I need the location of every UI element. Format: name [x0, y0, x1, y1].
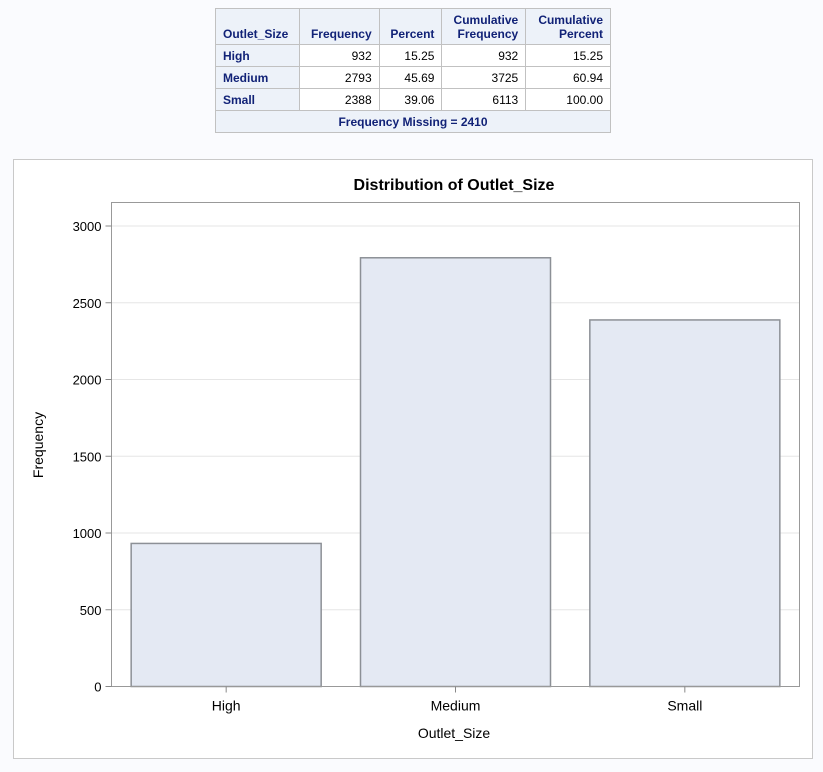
y-tick-label: 2000: [73, 373, 102, 388]
header-text-line-2: Percent: [558, 27, 603, 41]
header-text: Outlet_Size: [223, 27, 289, 41]
bars: [130, 257, 781, 688]
x-tick-label: Small: [667, 698, 702, 714]
header-cumulative-percent: Cumulative Percent: [525, 8, 611, 45]
row-label: Small: [215, 88, 300, 111]
axis-ticks: 0 500 1000 1500 2000 2500 3000 High Medium Small: [73, 219, 703, 714]
row-label: High: [215, 44, 300, 67]
header-percent: Percent: [378, 8, 443, 45]
table-row: High 932 15.25 932 15.25: [215, 44, 611, 67]
frequency-table: Outlet_Size Frequency Percent Cumulative…: [215, 8, 611, 133]
cell-percent: 39.06: [378, 88, 443, 111]
header-text-line-2: Frequency: [457, 27, 519, 41]
cell-percent: 45.69: [378, 66, 443, 89]
header-text-line-1: Cumulative: [453, 13, 519, 27]
table-row: Small 2388 39.06 6113 100.00: [215, 88, 611, 111]
cell-frequency: 2388: [298, 88, 380, 111]
cell-cumulative-frequency: 932: [441, 44, 527, 67]
table-row: Medium 2793 45.69 3725 60.94: [215, 66, 611, 89]
y-tick-label: 3000: [73, 219, 102, 234]
chart-panel: Distribution of Outlet_Size Frequency Ou…: [13, 159, 813, 759]
cell-cumulative-percent: 60.94: [525, 66, 611, 89]
header-text-line-1: Cumulative: [538, 13, 603, 27]
cell-percent: 15.25: [378, 44, 443, 67]
cell-cumulative-frequency: 6113: [441, 88, 527, 111]
x-tick-label: High: [212, 698, 241, 714]
table-header-row: Outlet_Size Frequency Percent Cumulative…: [215, 8, 611, 45]
cell-frequency: 2793: [298, 66, 380, 89]
y-axis-label: Frequency: [30, 412, 46, 478]
bar-small: [589, 319, 781, 688]
bar-chart: Distribution of Outlet_Size Frequency Ou…: [30, 177, 800, 741]
header-outlet-size: Outlet_Size: [215, 8, 300, 45]
row-label: Medium: [215, 66, 300, 89]
y-tick-label: 1000: [73, 526, 102, 541]
header-cumulative-frequency: Cumulative Frequency: [441, 8, 527, 45]
cell-frequency: 932: [298, 44, 380, 67]
cell-cumulative-percent: 100.00: [525, 88, 611, 111]
y-tick-label: 2500: [73, 296, 102, 311]
bar-high: [130, 542, 322, 688]
x-axis-label: Outlet_Size: [418, 725, 491, 741]
frequency-missing-note: Frequency Missing = 2410: [215, 110, 611, 133]
chart-title: Distribution of Outlet_Size: [354, 177, 555, 194]
y-tick-label: 1500: [73, 449, 102, 464]
table-footer-row: Frequency Missing = 2410: [215, 110, 611, 133]
header-text: Percent: [390, 27, 435, 41]
header-text: Frequency: [310, 27, 372, 41]
x-tick-label: Medium: [431, 698, 481, 714]
header-frequency: Frequency: [298, 8, 380, 45]
cell-cumulative-percent: 15.25: [525, 44, 611, 67]
cell-cumulative-frequency: 3725: [441, 66, 527, 89]
y-tick-label: 0: [94, 680, 101, 695]
y-tick-label: 500: [80, 603, 102, 618]
bar-medium: [359, 257, 552, 688]
